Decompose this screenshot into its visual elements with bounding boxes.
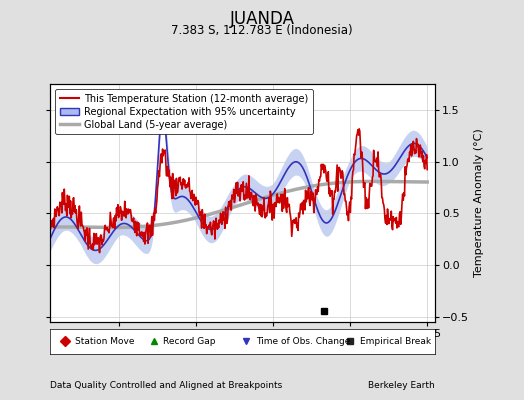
Text: Data Quality Controlled and Aligned at Breakpoints: Data Quality Controlled and Aligned at B…: [50, 381, 282, 390]
Legend: This Temperature Station (12-month average), Regional Expectation with 95% uncer: This Temperature Station (12-month avera…: [54, 89, 313, 134]
Text: Empirical Break: Empirical Break: [360, 337, 431, 346]
Text: Record Gap: Record Gap: [163, 337, 216, 346]
Text: Berkeley Earth: Berkeley Earth: [368, 381, 435, 390]
Text: Time of Obs. Change: Time of Obs. Change: [256, 337, 350, 346]
Text: 7.383 S, 112.783 E (Indonesia): 7.383 S, 112.783 E (Indonesia): [171, 24, 353, 37]
Text: Station Move: Station Move: [75, 337, 134, 346]
Text: JUANDA: JUANDA: [230, 10, 294, 28]
Y-axis label: Temperature Anomaly (°C): Temperature Anomaly (°C): [474, 129, 484, 277]
